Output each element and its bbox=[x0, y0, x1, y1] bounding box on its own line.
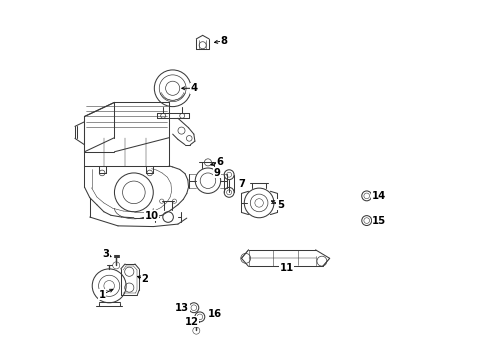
Text: 6: 6 bbox=[217, 157, 224, 167]
Text: 13: 13 bbox=[175, 303, 189, 313]
Text: 1: 1 bbox=[98, 290, 106, 300]
Text: 4: 4 bbox=[190, 83, 197, 93]
Text: 7: 7 bbox=[238, 179, 245, 189]
Text: 12: 12 bbox=[184, 317, 198, 327]
Text: 10: 10 bbox=[145, 211, 158, 221]
Text: 16: 16 bbox=[208, 309, 222, 319]
Text: 5: 5 bbox=[277, 200, 284, 210]
Text: 3: 3 bbox=[102, 249, 109, 259]
Text: 15: 15 bbox=[372, 216, 386, 226]
Text: 11: 11 bbox=[279, 263, 294, 273]
Text: 14: 14 bbox=[372, 191, 386, 201]
Text: 8: 8 bbox=[220, 36, 227, 46]
Text: 2: 2 bbox=[141, 274, 148, 284]
Text: 9: 9 bbox=[213, 168, 220, 178]
